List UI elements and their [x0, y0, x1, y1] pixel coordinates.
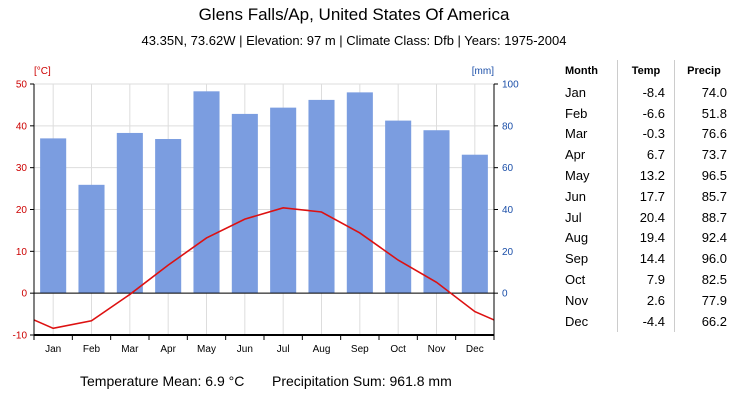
cell-month: Sep	[565, 251, 589, 267]
header-precip: Precip	[687, 65, 721, 77]
cell-temp: -6.6	[617, 102, 675, 124]
x-axis-tick-label: Mar	[121, 344, 139, 355]
x-axis-tick-label: Sep	[351, 344, 369, 355]
table-row: Jan -8.4 74.0	[556, 82, 733, 103]
precip-bar	[40, 138, 67, 294]
x-axis-tick-label: Nov	[428, 344, 446, 355]
cell-precip: 82.5	[701, 272, 727, 288]
precip-bar	[346, 92, 373, 294]
table-row: Oct 7.9 82.5	[556, 269, 733, 290]
precip-bar	[308, 99, 335, 294]
left-axis-tick-label: 10	[16, 247, 28, 258]
precip-bar	[231, 113, 258, 294]
precip-bar	[78, 184, 105, 294]
cell-month: Oct	[565, 272, 586, 288]
x-axis-tick-label: Feb	[83, 344, 101, 355]
precip-bar	[116, 132, 143, 294]
left-axis-tick-label: 30	[16, 163, 28, 174]
cell-precip: 76.6	[701, 126, 727, 142]
table-header-row: Month Temp Precip	[556, 60, 733, 82]
climate-table: Month Temp Precip Jan -8.4 74.0 Feb -6.6 51.…	[556, 60, 733, 332]
cell-precip: 51.8	[701, 105, 727, 121]
cell-precip: 96.5	[701, 168, 727, 184]
cell-temp: 13.2	[617, 165, 675, 186]
left-axis-tick-label: 50	[16, 80, 28, 91]
table-row: May 13.2 96.5	[556, 165, 733, 186]
cell-temp: 17.7	[617, 185, 675, 207]
right-axis-label: [mm]	[472, 66, 494, 77]
cell-month: Dec	[565, 313, 589, 329]
cell-temp: 7.9	[617, 269, 675, 290]
cell-month: Aug	[565, 230, 589, 246]
right-axis-tick-label: 20	[502, 247, 514, 258]
table-row: Sep 14.4 96.0	[556, 248, 733, 270]
cell-month: Nov	[565, 292, 589, 308]
table-row: Dec -4.4 66.2	[556, 310, 733, 332]
cell-month: Jan	[565, 84, 586, 100]
cell-precip: 74.0	[701, 84, 727, 100]
table-row: Nov 2.6 77.9	[556, 289, 733, 311]
table-row: Jul 20.4 88.7	[556, 206, 733, 228]
cell-precip: 77.9	[701, 292, 727, 308]
cell-temp: -8.4	[617, 82, 675, 103]
x-axis-tick-label: Oct	[390, 344, 406, 355]
chart-subtitle: 43.35N, 73.62W | Elevation: 97 m | Clima…	[141, 33, 567, 48]
cell-temp: -0.3	[617, 123, 675, 145]
cell-month: Jul	[565, 209, 582, 225]
left-axis-tick-label: 20	[16, 205, 28, 216]
left-axis-label: [°C]	[34, 66, 51, 77]
table-row: Apr 6.7 73.7	[556, 144, 733, 166]
left-axis-tick-label: 0	[21, 289, 27, 300]
x-axis-tick-label: Aug	[313, 344, 331, 355]
cell-temp: 6.7	[617, 144, 675, 166]
cell-temp: 14.4	[617, 248, 675, 270]
cell-temp: 2.6	[617, 289, 675, 311]
precip-bar	[423, 130, 450, 294]
x-axis-tick-label: Jun	[237, 344, 253, 355]
right-axis-tick-label: 100	[502, 80, 519, 91]
cell-month: Mar	[565, 126, 588, 142]
precip-bar	[270, 107, 297, 294]
cell-precip: 88.7	[701, 209, 727, 225]
table-row: Mar -0.3 76.6	[556, 123, 733, 145]
temperature-mean: Temperature Mean: 6.9 °C	[80, 373, 245, 389]
right-axis-tick-label: 0	[502, 289, 508, 300]
right-axis-tick-label: 80	[502, 121, 514, 132]
header-month: Month	[565, 65, 598, 77]
precip-bar	[461, 154, 488, 294]
precipitation-sum: Precipitation Sum: 961.8 mm	[272, 373, 452, 389]
x-axis-tick-label: Jul	[277, 344, 290, 355]
cell-precip: 73.7	[701, 147, 727, 163]
cell-precip: 92.4	[701, 230, 727, 246]
cell-temp: -4.4	[617, 310, 675, 332]
left-axis-tick-label: 40	[16, 121, 28, 132]
right-axis-tick-label: 40	[502, 205, 514, 216]
cell-temp: 19.4	[617, 227, 675, 249]
cell-month: Apr	[565, 147, 586, 163]
precip-bar	[385, 120, 412, 294]
table-row: Feb -6.6 51.8	[556, 102, 733, 124]
precip-bar	[155, 139, 182, 294]
x-axis-tick-label: Jan	[45, 344, 61, 355]
table-row: Jun 17.7 85.7	[556, 185, 733, 207]
x-axis-tick-label: Dec	[466, 344, 484, 355]
cell-month: Jun	[565, 188, 586, 204]
cell-month: May	[565, 168, 590, 184]
x-axis-tick-label: May	[197, 344, 216, 355]
table-row: Aug 19.4 92.4	[556, 227, 733, 249]
cell-temp: 20.4	[617, 206, 675, 228]
header-temp: Temp	[617, 60, 675, 82]
precip-bar	[193, 91, 220, 294]
right-axis-tick-label: 60	[502, 163, 514, 174]
chart-title: Glens Falls/Ap, United States Of America	[198, 5, 510, 24]
left-axis-tick-label: -10	[13, 331, 28, 342]
cell-precip: 85.7	[701, 188, 727, 204]
cell-precip: 96.0	[701, 251, 727, 267]
cell-month: Feb	[565, 105, 588, 121]
x-axis-tick-label: Apr	[160, 344, 176, 355]
cell-precip: 66.2	[701, 313, 727, 329]
temperature-line	[33, 207, 495, 330]
